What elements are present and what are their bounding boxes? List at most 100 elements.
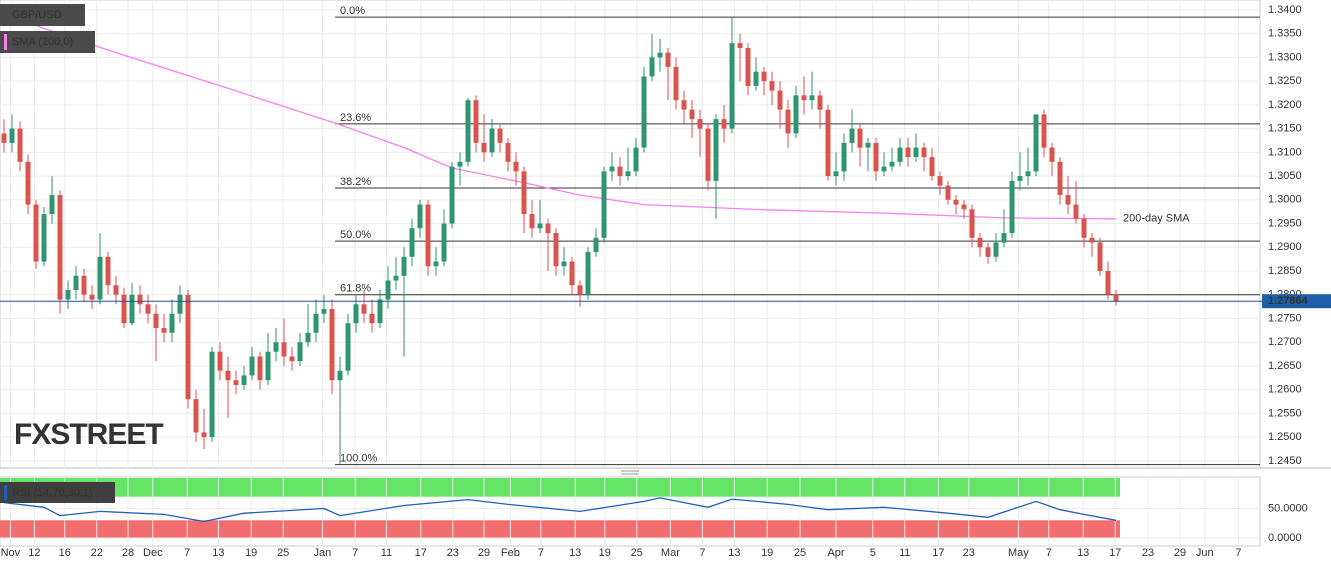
candle-body [705, 128, 711, 181]
candle-body [697, 119, 703, 129]
candle-body [553, 233, 559, 267]
candle-body [1113, 294, 1119, 302]
candle-body [681, 100, 687, 110]
candle-body [265, 351, 271, 381]
x-tick-label: Mar [661, 547, 680, 559]
candle-body [1, 133, 7, 143]
fib-label: 50.0% [340, 229, 371, 241]
candle-body [593, 237, 599, 253]
candle-body [17, 128, 23, 162]
legend-box [0, 31, 95, 53]
x-tick-label: Apr [827, 547, 844, 559]
x-tick-label: 29 [1174, 547, 1186, 559]
candle-body [97, 256, 103, 300]
candle-body [729, 43, 735, 129]
candle-body [1025, 171, 1031, 177]
candle-body [937, 176, 943, 186]
x-tick-label: 17 [415, 547, 427, 559]
candle-body [793, 95, 799, 134]
candle-body [209, 351, 215, 438]
legend-label: SMA (200,0) [12, 36, 73, 48]
candle-body [1033, 114, 1039, 172]
y-tick-label: 1.2600 [1268, 384, 1302, 396]
candle-body [585, 252, 591, 295]
candle-body [161, 327, 167, 333]
series-line [3, 497, 1117, 523]
legend-label: GBP/USD [12, 9, 62, 21]
y-tick-label: 1.3400 [1268, 4, 1302, 16]
candle-body [865, 142, 871, 148]
candle-body [65, 290, 71, 300]
candle-body [145, 304, 151, 314]
candle-body [545, 223, 551, 234]
candle-body [713, 119, 719, 181]
candle-body [305, 332, 311, 343]
candle-body [873, 142, 879, 172]
candle-body [577, 285, 583, 295]
candle-body [137, 294, 143, 305]
candle-body [185, 294, 191, 400]
candle-body [609, 166, 615, 172]
x-tick-label: Jun [1196, 547, 1214, 559]
x-tick-label: Dec [143, 547, 163, 559]
y-tick-label: 1.2700 [1268, 336, 1302, 348]
candle-body [657, 52, 663, 58]
candle-body [1017, 176, 1023, 181]
candle-body [257, 356, 263, 381]
candle-body [945, 185, 951, 200]
x-tick-label: 7 [352, 547, 358, 559]
candle-body [1073, 204, 1079, 219]
candle-body [393, 275, 399, 281]
candle-body [113, 285, 119, 295]
candle-body [177, 294, 183, 314]
x-tick-label: 11 [899, 547, 910, 559]
oversold-band [0, 520, 1120, 538]
y-tick-label: 1.3350 [1268, 28, 1302, 40]
candle-body [561, 261, 567, 267]
candle-body [617, 166, 623, 177]
candle-body [1065, 195, 1071, 205]
fib-label: 0.0% [340, 5, 365, 17]
candle-body [673, 66, 679, 101]
candle-body [921, 147, 927, 158]
candle-body [537, 223, 543, 229]
y-tick-label: 1.2500 [1268, 431, 1302, 443]
x-tick-label: 7 [1235, 547, 1241, 559]
candle-body [217, 351, 223, 371]
candle-body [281, 342, 287, 357]
candle-body [977, 237, 983, 248]
candle-body [969, 209, 975, 238]
x-tick-label: 13 [212, 547, 224, 559]
candle-body [689, 109, 695, 120]
candle-body [625, 171, 631, 177]
candle-body [953, 199, 959, 205]
candle-body [521, 171, 527, 215]
candle-body [369, 313, 375, 324]
candle-body [1049, 147, 1055, 162]
candle-body [409, 228, 415, 257]
y-tick-label: 1.3200 [1268, 99, 1302, 111]
candle-body [761, 71, 767, 82]
x-tick-label: 22 [91, 547, 103, 559]
y-tick-label: 1.2450 [1268, 455, 1302, 467]
candle-body [665, 52, 671, 67]
x-tick-label: 13 [728, 547, 740, 559]
candle-body [649, 57, 655, 77]
x-tick-label: 19 [599, 547, 611, 559]
candle-body [1001, 233, 1007, 243]
candle-body [81, 275, 87, 295]
x-tick-label: 28 [122, 547, 134, 559]
candle-body [489, 128, 495, 153]
y-tick-label: 0.0000 [1268, 532, 1302, 544]
candle-body [457, 161, 463, 167]
candle-body [9, 128, 15, 143]
candle-body [913, 147, 919, 158]
candle-body [353, 304, 359, 324]
candle-body [889, 161, 895, 167]
candle-body [825, 109, 831, 177]
candle-body [993, 242, 999, 257]
x-tick-label: 23 [1142, 547, 1154, 559]
y-tick-label: 1.2650 [1268, 360, 1302, 372]
watermark: FXSTREET [14, 418, 163, 451]
